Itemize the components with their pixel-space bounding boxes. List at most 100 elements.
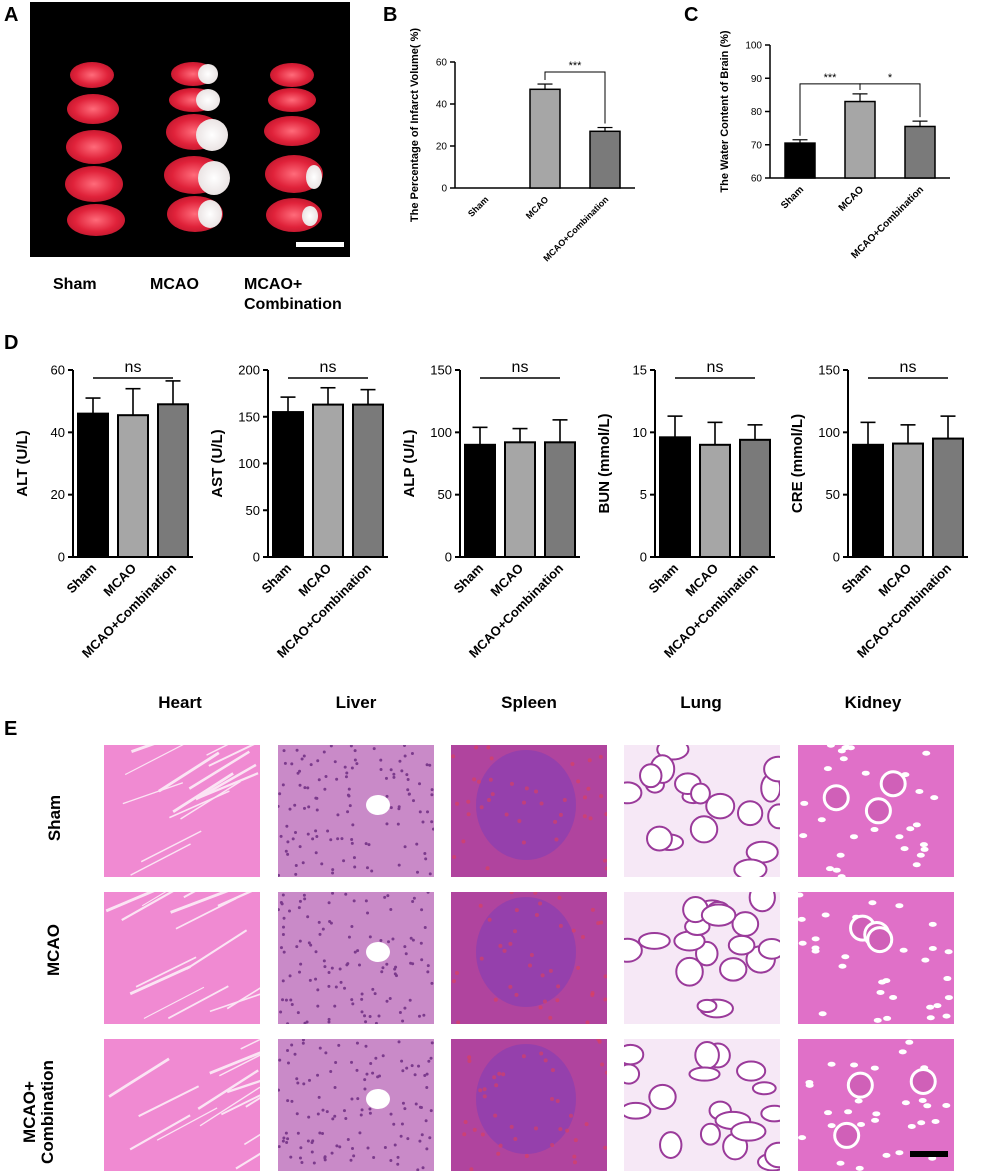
nucleus: [397, 1040, 401, 1044]
nucleus: [333, 1004, 337, 1008]
bar-mcao-combination: [544, 441, 576, 558]
nucleus: [301, 1041, 305, 1045]
nucleus: [291, 837, 295, 841]
nucleus: [323, 1156, 327, 1160]
red-pulp-cell: [501, 1072, 506, 1077]
tissue-texture: [624, 1040, 780, 1171]
y-tick-label: 50: [438, 487, 452, 502]
ns-label: ns: [320, 359, 337, 376]
nucleus: [308, 1078, 312, 1082]
x-tick-label: MCAO: [682, 561, 721, 600]
nucleus: [278, 1088, 281, 1092]
red-pulp-cell: [497, 1071, 502, 1076]
red-pulp-cell: [480, 1132, 485, 1137]
nucleus: [333, 1114, 337, 1118]
significance-label: *: [888, 72, 893, 84]
tubule-lumen: [928, 946, 937, 952]
nucleus: [296, 1131, 300, 1135]
nucleus: [288, 807, 292, 811]
y-tick-label: 0: [441, 184, 447, 195]
fiber: [209, 1051, 260, 1075]
nucleus: [360, 1010, 364, 1014]
red-pulp-cell: [479, 805, 484, 810]
nucleus: [318, 1131, 322, 1135]
nucleus: [396, 1162, 400, 1166]
nucleus: [388, 997, 392, 1001]
nucleus: [412, 896, 416, 900]
red-pulp-cell: [590, 907, 595, 912]
nucleus: [383, 895, 387, 899]
nucleus: [290, 762, 294, 766]
red-pulp-cell: [474, 745, 479, 750]
red-pulp-cell: [461, 839, 466, 844]
nucleus: [427, 1059, 431, 1063]
nucleus: [416, 1168, 420, 1171]
red-pulp-cell: [493, 1113, 498, 1118]
fiber: [208, 745, 255, 767]
nucleus: [384, 776, 388, 780]
nucleus: [278, 1145, 281, 1149]
y-axis-label: BUN (mmol/L): [596, 414, 613, 514]
nucleus: [345, 771, 349, 775]
nucleus: [402, 745, 406, 747]
nucleus: [311, 837, 315, 841]
nucleus: [397, 807, 401, 811]
nucleus: [364, 1020, 368, 1024]
nucleus: [411, 938, 415, 942]
nucleus: [379, 939, 383, 943]
nucleus: [358, 963, 362, 967]
alveolus: [730, 1121, 767, 1142]
nucleus: [344, 892, 348, 896]
bar-mcao-combination: [932, 437, 964, 558]
nucleus: [423, 926, 427, 930]
glomerulus: [833, 1121, 861, 1149]
nucleus: [387, 940, 391, 944]
nucleus: [410, 1064, 414, 1068]
nucleus: [281, 979, 285, 983]
nucleus: [289, 1155, 293, 1159]
tissue-texture: [798, 892, 953, 1023]
red-pulp-cell: [529, 952, 534, 957]
red-pulp-cell: [486, 797, 491, 802]
alveolus: [700, 903, 737, 927]
red-pulp-cell: [509, 1124, 514, 1129]
x-tick-label: MCAO: [295, 561, 334, 600]
nucleus: [286, 1022, 290, 1024]
glomerulus: [879, 770, 907, 798]
tubule-lumen: [921, 957, 930, 963]
nucleus: [400, 1122, 404, 1126]
nucleus: [296, 1081, 300, 1085]
glomerulus: [909, 1067, 937, 1095]
tubule-lumen: [944, 949, 953, 955]
tubule-lumen: [832, 867, 841, 873]
tubule-lumen: [872, 1111, 881, 1117]
tissue-texture: [278, 892, 434, 1024]
central-vein: [366, 795, 390, 815]
nucleus: [372, 747, 376, 751]
alveolus: [639, 763, 663, 789]
fiber: [220, 1094, 260, 1116]
nucleus: [379, 758, 383, 762]
red-pulp-cell: [472, 777, 477, 782]
tubule-lumen: [928, 1155, 937, 1161]
tissue-texture: [798, 1039, 951, 1171]
tubule-lumen: [906, 826, 915, 832]
nucleus: [322, 750, 326, 754]
nucleus: [396, 1155, 400, 1159]
red-pulp-cell: [562, 798, 567, 803]
nucleus: [389, 1158, 393, 1162]
alveolus: [736, 1060, 767, 1082]
nucleus: [428, 872, 432, 876]
nucleus: [331, 868, 335, 872]
micrograph-liver-combination: [278, 1039, 434, 1171]
tubule-lumen: [895, 834, 904, 840]
nucleus: [293, 803, 297, 807]
nucleus: [415, 842, 419, 846]
fiber: [143, 986, 205, 1019]
nucleus: [282, 925, 286, 929]
red-pulp-cell: [540, 973, 545, 978]
nucleus: [298, 899, 302, 903]
x-tick-label: Sham: [779, 184, 806, 211]
nucleus: [350, 1147, 354, 1151]
alveolus: [763, 755, 780, 783]
